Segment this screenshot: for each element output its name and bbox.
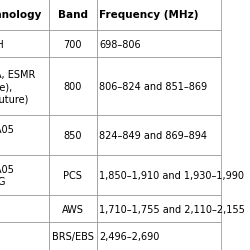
Bar bbox=[96, 31, 220, 58]
Bar bbox=[96, 116, 220, 156]
Text: Frequency (MHz): Frequency (MHz) bbox=[99, 10, 198, 20]
Text: CDMA05
3G, 4G: CDMA05 3G, 4G bbox=[0, 164, 14, 186]
Text: 1,850–1,910 and 1,930–1,990: 1,850–1,910 and 1,930–1,990 bbox=[99, 170, 243, 180]
Text: PCS: PCS bbox=[63, 170, 82, 180]
Text: 700: 700 bbox=[63, 40, 82, 50]
Text: 1,710–1,755 and 2,110–2,155: 1,710–1,755 and 2,110–2,155 bbox=[99, 204, 244, 214]
Bar bbox=[0, 222, 49, 250]
Text: 698–806: 698–806 bbox=[99, 40, 140, 50]
Bar bbox=[0, 116, 49, 156]
Bar bbox=[96, 0, 220, 31]
Text: 2,496–2,690: 2,496–2,690 bbox=[99, 231, 159, 241]
Text: Technology: Technology bbox=[0, 10, 42, 20]
Bar bbox=[49, 31, 96, 58]
Bar bbox=[49, 116, 96, 156]
Text: Band: Band bbox=[58, 10, 88, 20]
Text: 850: 850 bbox=[63, 130, 82, 140]
Text: 806–824 and 851–869: 806–824 and 851–869 bbox=[99, 82, 206, 92]
Text: CDMA05
3G: CDMA05 3G bbox=[0, 124, 14, 147]
Bar bbox=[96, 58, 220, 116]
Bar bbox=[49, 222, 96, 250]
Bar bbox=[49, 58, 96, 116]
Bar bbox=[0, 58, 49, 116]
Text: AWS: AWS bbox=[62, 204, 84, 214]
Bar bbox=[96, 195, 220, 222]
Bar bbox=[49, 195, 96, 222]
Text: DVB-H: DVB-H bbox=[0, 40, 4, 50]
Bar bbox=[49, 156, 96, 195]
Bar bbox=[96, 222, 220, 250]
Text: CDMA, ESMR
(future),
LTE (future): CDMA, ESMR (future), LTE (future) bbox=[0, 70, 36, 104]
Bar bbox=[49, 0, 96, 31]
Bar bbox=[0, 195, 49, 222]
Text: BRS/EBS: BRS/EBS bbox=[52, 231, 93, 241]
Bar bbox=[0, 0, 49, 31]
Text: 824–849 and 869–894: 824–849 and 869–894 bbox=[99, 130, 206, 140]
Text: 800: 800 bbox=[63, 82, 82, 92]
Bar bbox=[0, 31, 49, 58]
Bar bbox=[0, 156, 49, 195]
Bar bbox=[96, 156, 220, 195]
